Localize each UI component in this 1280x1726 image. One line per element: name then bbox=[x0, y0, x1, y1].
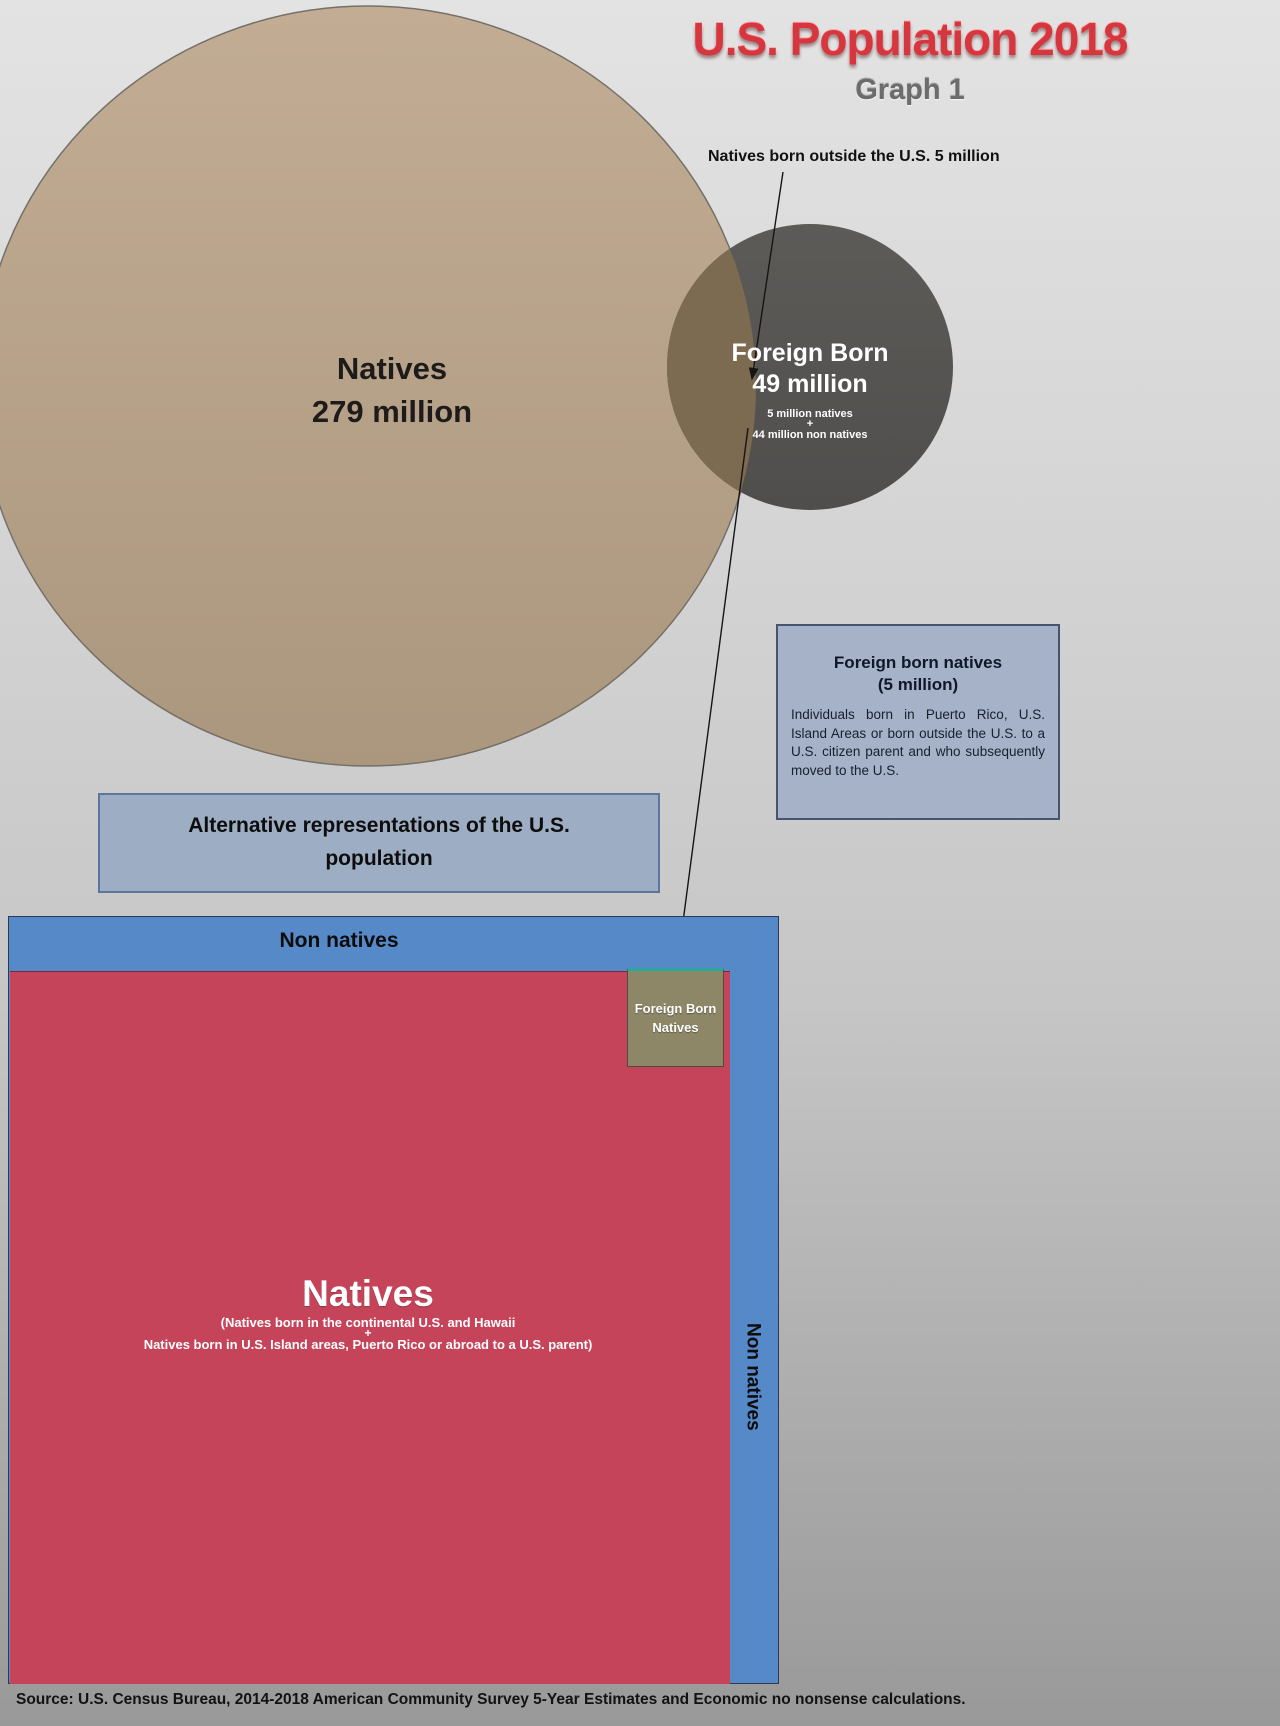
overlap-annotation: Natives born outside the U.S. 5 million bbox=[708, 148, 1000, 165]
natives-rectangle bbox=[10, 971, 730, 1684]
page-subtitle: Graph 1 bbox=[855, 74, 965, 106]
natives-name: Natives bbox=[336, 351, 448, 386]
alternative-representations-box: Alternative representations of the U.S. … bbox=[98, 793, 660, 893]
natives-caption-plus: + bbox=[364, 1326, 372, 1341]
foreign-born-natives-square: Foreign Born Natives bbox=[627, 968, 724, 1067]
callout-title-line1: Foreign born natives bbox=[833, 653, 1003, 672]
foreign-born-circle-label: Foreign Born 49 million 5 million native… bbox=[690, 338, 930, 443]
natives-value: 279 million bbox=[311, 393, 473, 429]
foreign-born-natives-callout: Foreign born natives (5 million) Individ… bbox=[776, 624, 1060, 820]
fbn-square-line2: Natives bbox=[652, 1019, 699, 1035]
foreign-born-nonnatives-part: 44 million non natives bbox=[752, 428, 868, 441]
natives-rectangle-caption: Natives (Natives born in the continental… bbox=[9, 1273, 727, 1353]
foreign-born-value: 49 million bbox=[752, 370, 868, 399]
non-natives-side-label: Non natives bbox=[742, 1323, 764, 1431]
foreign-born-plus: + bbox=[806, 418, 814, 431]
alternative-representations-text: Alternative representations of the U.S. … bbox=[188, 814, 570, 870]
callout-title-line2: (5 million) bbox=[877, 675, 959, 695]
callout-title: Foreign born natives (5 million) bbox=[778, 652, 1058, 696]
overlap-to-square-arrow bbox=[674, 427, 749, 962]
natives-caption-title: Natives bbox=[302, 1273, 434, 1314]
non-natives-top-label: Non natives bbox=[279, 929, 399, 952]
foreign-born-name: Foreign Born bbox=[731, 339, 889, 367]
non-natives-side-label-wrap: Non natives bbox=[725, 1267, 780, 1487]
source-note: Source: U.S. Census Bureau, 2014-2018 Am… bbox=[16, 1691, 966, 1708]
callout-body: Individuals born in Puerto Rico, U.S. Is… bbox=[791, 707, 1045, 779]
foreign-born-natives-part: 5 million natives bbox=[767, 407, 853, 420]
fbn-square-line1: Foreign Born bbox=[634, 1000, 717, 1016]
natives-caption-sub1: (Natives born in the continental U.S. an… bbox=[220, 1314, 516, 1330]
area-diagram: Non natives Non natives Foreign Born Nat… bbox=[8, 916, 779, 1684]
page-title: U.S. Population 2018 bbox=[692, 13, 1129, 65]
natives-circle-label: Natives 279 million bbox=[192, 348, 592, 434]
natives-caption-sub2: Natives born in U.S. Island areas, Puert… bbox=[143, 1337, 593, 1353]
